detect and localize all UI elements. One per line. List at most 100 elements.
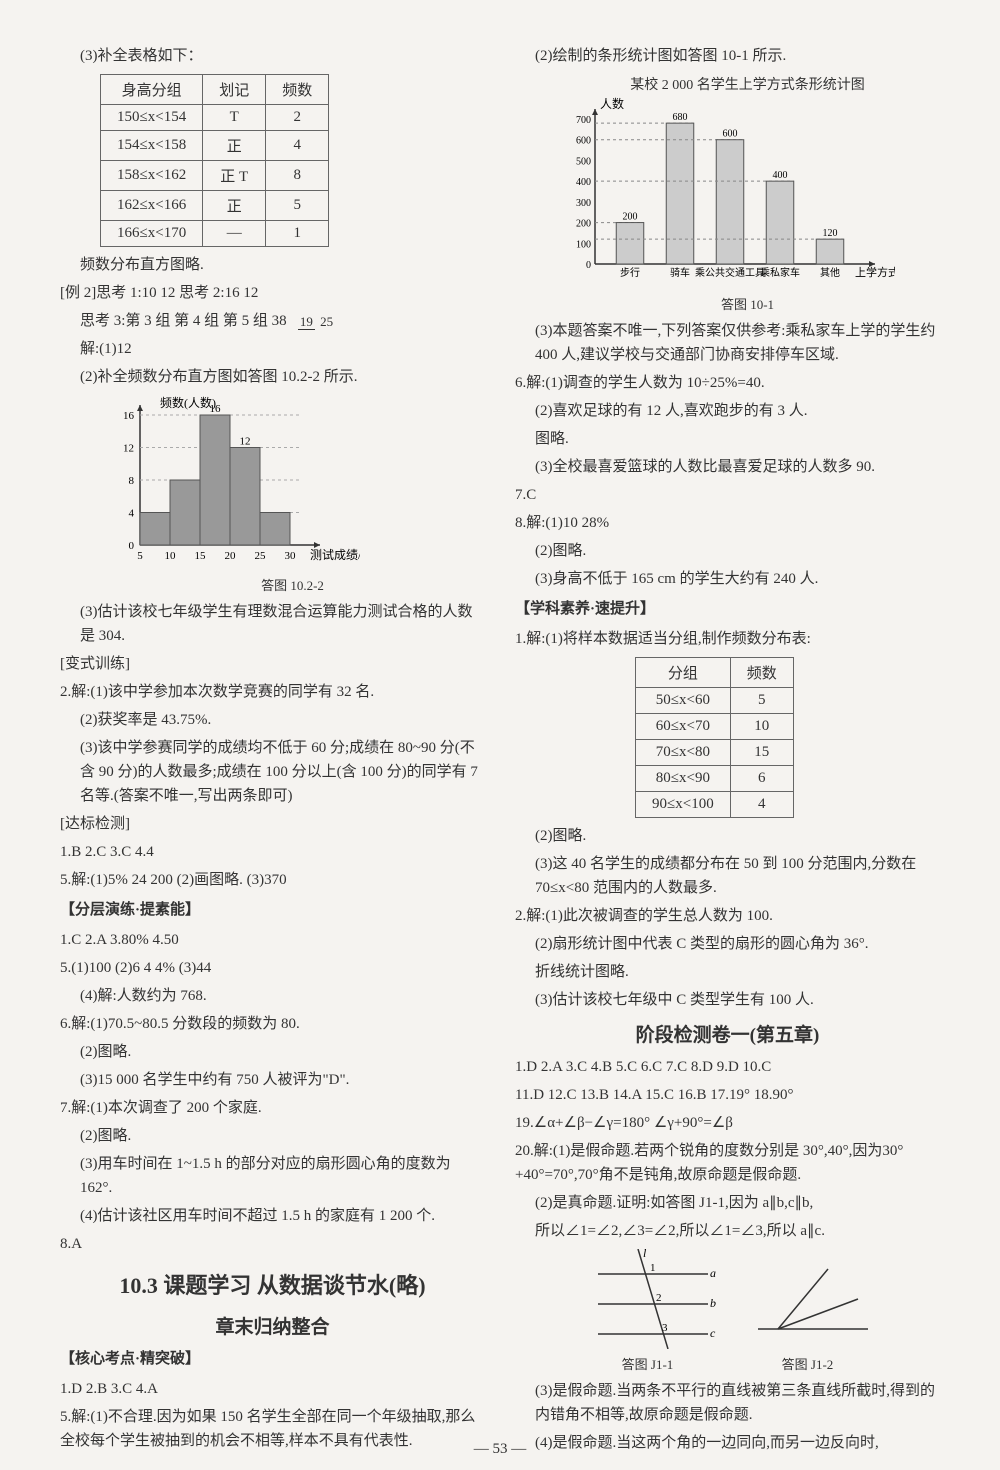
section-title: 10.3 课题学习 从数据谈节水(略): [60, 1268, 485, 1300]
text: (3)估计该校七年级学生有理数混合运算能力测试合格的人数是 304.: [60, 600, 485, 648]
svg-text:400: 400: [773, 170, 788, 181]
td: 10: [730, 714, 793, 740]
td: 154≤x<158: [101, 131, 203, 161]
svg-text:步行: 步行: [620, 266, 640, 279]
svg-text:12: 12: [240, 436, 251, 448]
text: (2)图略.: [515, 824, 940, 848]
text: 思考 3:第 3 组 第 4 组 第 5 组 38: [80, 313, 287, 329]
td: 5: [730, 688, 793, 714]
text: 所以∠1=∠2,∠3=∠2,所以∠1=∠3,所以 a∥c.: [515, 1219, 940, 1243]
section-heading: 【分层演练·提素能】: [60, 898, 485, 922]
td: 4: [266, 131, 329, 161]
text: (2)补全频数分布直方图如答图 10.2-2 所示.: [60, 365, 485, 389]
text: [例 2]思考 1:10 12 思考 2:16 12: [60, 281, 485, 305]
text: 1.D 2.B 3.C 4.A: [60, 1377, 485, 1401]
text: 6.解:(1)调查的学生人数为 10÷25%=40.: [515, 371, 940, 395]
text: (2)绘制的条形统计图如答图 10-1 所示.: [515, 44, 940, 68]
chart-title: 某校 2 000 名学生上学方式条形统计图: [555, 74, 940, 94]
svg-text:乘私家车: 乘私家车: [760, 266, 800, 279]
td: 正 T: [203, 161, 266, 191]
text: (4)估计该社区用车时间不超过 1.5 h 的家庭有 1 200 个.: [60, 1204, 485, 1228]
text: (4)解:人数约为 768.: [60, 984, 485, 1008]
text: 思考 3:第 3 组 第 4 组 第 5 组 38 19 25: [60, 309, 485, 333]
td: 5: [266, 191, 329, 221]
svg-text:25: 25: [255, 550, 267, 562]
svg-text:频数(人数): 频数(人数): [160, 395, 216, 410]
svg-text:16: 16: [123, 410, 135, 422]
th: 分组: [636, 658, 731, 688]
text: 1.D 2.A 3.C 4.B 5.C 6.C 7.C 8.D 9.D 10.C: [515, 1055, 940, 1079]
svg-text:1: 1: [650, 1262, 656, 1274]
text: (3)15 000 名学生中约有 750 人被评为"D".: [60, 1068, 485, 1092]
left-column: (3)补全表格如下： 身高分组 划记 频数 150≤x<154T2 154≤x<…: [60, 40, 485, 1430]
angle-diagram: [738, 1249, 878, 1349]
text: (3)身高不低于 165 cm 的学生大约有 240 人.: [515, 567, 940, 591]
histogram-chart: 0481216510152025301612频数(人数)测试成绩/分 答图 10…: [100, 395, 485, 594]
diagram-j1-2: 答图 J1-2: [738, 1249, 878, 1373]
svg-text:3: 3: [662, 1322, 668, 1334]
td: T: [203, 105, 266, 131]
td: 90≤x<100: [636, 792, 731, 818]
text: 5.解:(1)5% 24 200 (2)画图略. (3)370: [60, 868, 485, 892]
text: (2)图略.: [515, 539, 940, 563]
td: 4: [730, 792, 793, 818]
svg-text:2: 2: [656, 1292, 662, 1304]
text: 20.解:(1)是假命题.若两个锐角的度数分别是 30°,40°,因为30°+4…: [515, 1139, 940, 1187]
text: (4)是假命题.当这两个角的一边同向,而另一边反向时,: [515, 1431, 940, 1455]
text: 频数分布直方图略.: [60, 253, 485, 277]
td: 166≤x<170: [101, 221, 203, 247]
text: (2)图略.: [60, 1124, 485, 1148]
text: (3)该中学参赛同学的成绩均不低于 60 分;成绩在 80~90 分(不含 90…: [60, 736, 485, 808]
text: (3)补全表格如下：: [60, 44, 485, 68]
svg-text:上学方式: 上学方式: [855, 265, 895, 279]
parallel-lines-diagram: l a b c 1 2 3: [578, 1249, 718, 1349]
text: 解:(1)12: [60, 337, 485, 361]
svg-text:0: 0: [586, 260, 591, 271]
svg-text:400: 400: [576, 177, 591, 188]
svg-text:5: 5: [137, 550, 143, 562]
svg-text:8: 8: [129, 475, 135, 487]
svg-text:120: 120: [823, 228, 838, 239]
svg-text:骑车: 骑车: [670, 266, 690, 279]
diagram-caption: 答图 J1-1: [578, 1354, 718, 1373]
diagram-caption: 答图 J1-2: [738, 1354, 878, 1373]
text: (2)获奖率是 43.75%.: [60, 708, 485, 732]
text: 2.解:(1)该中学参加本次数学竞赛的同学有 32 名.: [60, 680, 485, 704]
text: (3)是假命题.当两条不平行的直线被第三条直线所截时,得到的内错角不相等,故原命…: [515, 1379, 940, 1427]
svg-text:200: 200: [576, 219, 591, 230]
text: (2)扇形统计图中代表 C 类型的扇形的圆心角为 36°.: [515, 932, 940, 956]
section-heading: 【学科素养·速提升】: [515, 597, 940, 621]
svg-text:200: 200: [623, 212, 638, 223]
right-column: (2)绘制的条形统计图如答图 10-1 所示. 某校 2 000 名学生上学方式…: [515, 40, 940, 1430]
diagram-row: l a b c 1 2 3 答图 J1-1 答图 J1-2: [515, 1249, 940, 1373]
text: [达标检测]: [60, 812, 485, 836]
td: —: [203, 221, 266, 247]
chart-caption: 答图 10.2-2: [100, 575, 485, 594]
text: 5.解:(1)不合理.因为如果 150 名学生全部在同一个年级抽取,那么全校每个…: [60, 1405, 485, 1453]
td: 8: [266, 161, 329, 191]
bar-chart: 某校 2 000 名学生上学方式条形统计图 010020030040050060…: [555, 74, 940, 313]
svg-text:500: 500: [576, 156, 591, 167]
svg-text:300: 300: [576, 198, 591, 209]
svg-text:l: l: [643, 1249, 647, 1260]
td: 158≤x<162: [101, 161, 203, 191]
svg-text:20: 20: [225, 550, 237, 562]
td: 正: [203, 191, 266, 221]
td: 70≤x<80: [636, 740, 731, 766]
th: 频数: [266, 75, 329, 105]
subsection-title: 章末归纳整合: [60, 1312, 485, 1339]
svg-text:10: 10: [165, 550, 177, 562]
td: 2: [266, 105, 329, 131]
text: (3)估计该校七年级中 C 类型学生有 100 人.: [515, 988, 940, 1012]
th: 频数: [730, 658, 793, 688]
th: 身高分组: [101, 75, 203, 105]
svg-text:100: 100: [576, 239, 591, 250]
td: 1: [266, 221, 329, 247]
test-title: 阶段检测卷一(第五章): [515, 1020, 940, 1047]
histogram-svg: 0481216510152025301612频数(人数)测试成绩/分: [100, 395, 360, 575]
th: 划记: [203, 75, 266, 105]
text: 11.D 12.C 13.B 14.A 15.C 16.B 17.19° 18.…: [515, 1083, 940, 1107]
text: 7.C: [515, 483, 940, 507]
page-number: — 53 —: [474, 1441, 527, 1458]
svg-text:a: a: [710, 1266, 716, 1280]
